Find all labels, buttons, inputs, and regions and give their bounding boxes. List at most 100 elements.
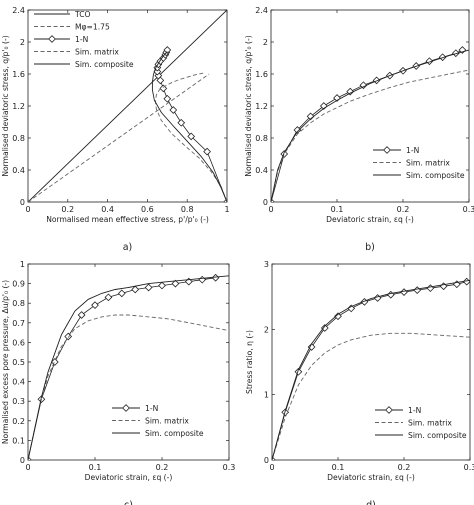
x-tick-label: 0.1 — [331, 205, 344, 214]
data-point — [271, 198, 275, 202]
data-point — [163, 46, 172, 54]
legend-label: Sim. matrix — [408, 419, 452, 428]
data-point — [413, 286, 422, 294]
legend-marker — [385, 406, 393, 414]
data-point — [426, 284, 435, 293]
data-point — [158, 281, 166, 290]
data-point — [386, 290, 395, 299]
data-point — [319, 102, 328, 110]
data-point — [177, 118, 186, 127]
y-tick-label: 2.4 — [12, 6, 25, 15]
y-tick-label: 0.3 — [12, 397, 25, 406]
series-line-1-n — [271, 49, 463, 202]
legend-label: Sim. composite — [406, 171, 465, 180]
y-tick-label: 0.4 — [12, 378, 25, 387]
data-point — [307, 343, 316, 351]
data-point — [117, 289, 126, 298]
legend: TCO Mφ=1.75 1-N Sim. matrix Sim. composite — [34, 10, 134, 69]
data-point — [131, 285, 140, 294]
y-tick-label: 0.6 — [12, 338, 25, 347]
data-point — [187, 132, 196, 141]
data-point — [156, 76, 165, 85]
data-point — [306, 112, 315, 121]
data-point — [91, 301, 99, 310]
panel-label: a) — [123, 242, 133, 253]
legend-label: Sim. matrix — [75, 48, 119, 57]
data-point — [171, 279, 180, 288]
panel-label: b) — [365, 242, 375, 253]
x-tick-label: 0 — [269, 463, 274, 472]
y-tick-label: 0.8 — [12, 299, 25, 308]
legend: 1-N Sim. matrix Sim. composite — [375, 406, 467, 440]
x-tick-label: 1 — [224, 205, 229, 214]
series-line-sim-matrix — [154, 72, 227, 202]
data-point — [334, 312, 342, 321]
y-tick-label: 2.4 — [255, 6, 268, 15]
x-tick-label: 0.2 — [398, 463, 411, 472]
data-point — [400, 288, 408, 296]
legend: 1-N Sim. matrix Sim. composite — [373, 146, 465, 180]
y-tick-label: 0.2 — [12, 417, 25, 426]
y-tick-label: 0.7 — [12, 319, 25, 328]
series-line-sim-composite — [272, 279, 470, 460]
y-tick-label: 0.5 — [12, 358, 25, 367]
legend-label: Sim. composite — [408, 431, 467, 440]
y-tick-label: 2 — [20, 38, 25, 47]
data-point — [163, 94, 172, 103]
x-tick-label: 0 — [25, 205, 30, 214]
y-tick-label: 0 — [20, 198, 25, 207]
x-tick-label: 0.2 — [61, 205, 74, 214]
data-point — [320, 324, 329, 332]
data-point — [438, 53, 447, 62]
data-point — [359, 81, 368, 90]
y-axis-title: Normalised deviatoric stress, q/p'₀ (-) — [244, 35, 253, 176]
data-point — [198, 275, 207, 284]
legend-label: Sim. composite — [145, 429, 204, 438]
plot-area — [28, 10, 227, 202]
x-tick-label: 0 — [268, 205, 273, 214]
x-tick-label: 0.6 — [141, 205, 154, 214]
data-point — [184, 277, 193, 286]
data-point — [64, 332, 73, 341]
y-tick-label: 2 — [263, 38, 268, 47]
y-tick-label: 1 — [20, 260, 25, 269]
series-line-sim-composite — [151, 51, 227, 202]
y-tick-label: 0.1 — [12, 436, 25, 445]
x-tick-label: 0.2 — [156, 463, 169, 472]
x-axis-title: Deviatoric strain, εq (-) — [327, 473, 415, 482]
y-tick-label: 0 — [263, 198, 268, 207]
x-axis-title: Normalised mean effective stress, p'/p'₀… — [46, 215, 209, 224]
legend-marker — [122, 404, 130, 412]
series-line-sim-composite — [271, 49, 469, 202]
legend-label: 1-N — [406, 146, 419, 155]
y-axis-title: Normalised deviatoric stress, q/p'₀ (-) — [1, 35, 10, 176]
data-point — [373, 294, 382, 302]
plot-area — [28, 273, 229, 460]
x-tick-label: 0.3 — [223, 463, 236, 472]
legend-label: Sim. matrix — [145, 417, 189, 426]
data-point — [77, 311, 86, 319]
series-line-sim-matrix — [272, 332, 470, 460]
y-tick-label: 1.6 — [255, 70, 268, 79]
x-axis-title: Deviatoric strain, εq (-) — [326, 215, 414, 224]
legend-label: 1-N — [145, 404, 158, 413]
y-axis-title: Stress ratio, η (-) — [245, 330, 254, 394]
x-tick-label: 0.8 — [181, 205, 194, 214]
x-axis-title: Deviatoric strain, εq (-) — [85, 473, 173, 482]
data-point — [294, 367, 303, 376]
y-tick-label: 0.4 — [12, 166, 25, 175]
series-line-tco — [28, 10, 227, 202]
y-tick-label: 0.8 — [12, 134, 25, 143]
legend-label: TCO — [74, 10, 90, 19]
y-tick-label: 0 — [20, 456, 25, 465]
x-tick-label: 0 — [25, 463, 30, 472]
legend-label: 1-N — [75, 35, 88, 44]
series-line-m-1-75 — [28, 73, 210, 202]
x-tick-label: 0.4 — [101, 205, 114, 214]
y-tick-label: 0.8 — [255, 134, 268, 143]
x-tick-label: 0.1 — [89, 463, 102, 472]
y-tick-label: 2 — [264, 325, 269, 334]
chart-panel-3: 0 0.1 0.2 0.3 0 0.1 0.2 0.3 0.4 0.5 0.6 0.7 0.8 0.9 1 D… — [1, 260, 235, 505]
y-axis-title: Normalised excess pore pressure, Δu/p'₀ … — [1, 280, 10, 444]
chart-panel-4: 0 0.1 0.2 0.3 0 1 2 3 Deviatoric strain, εq (-) S… — [245, 260, 474, 505]
